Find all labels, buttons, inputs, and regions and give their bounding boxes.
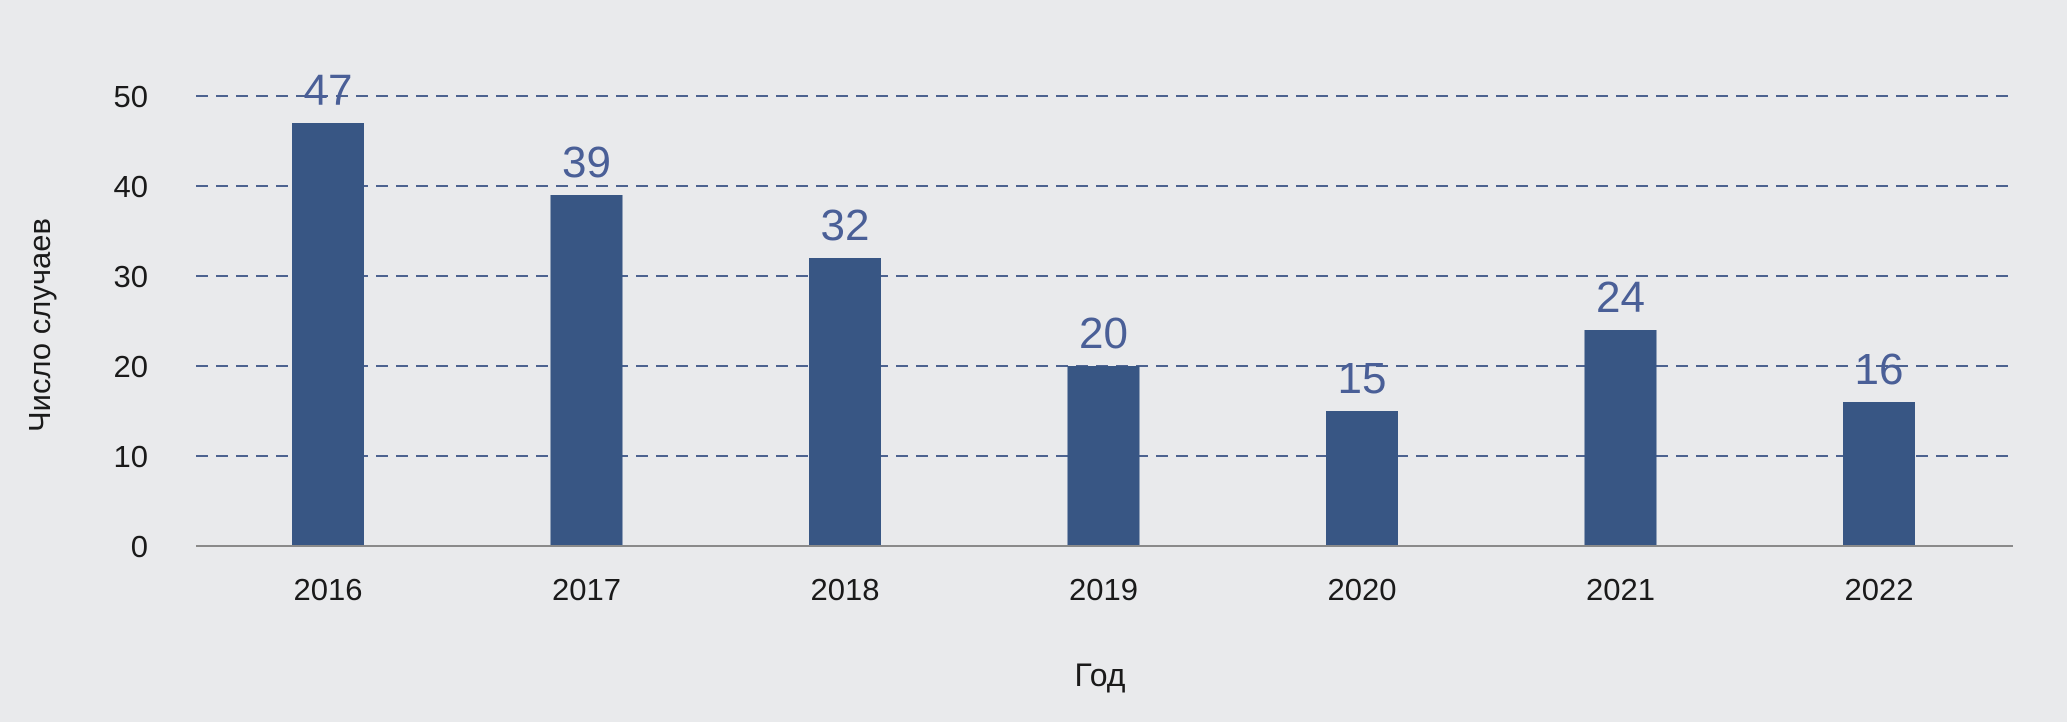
data-label: 24 <box>1596 273 1645 322</box>
bar-2019 <box>1067 366 1140 546</box>
x-tick-labels: 2016 2017 2018 2019 2020 2021 2022 <box>294 572 1914 607</box>
x-tick-label: 2019 <box>1069 572 1138 607</box>
y-tick-label: 0 <box>131 529 148 564</box>
y-axis-title: Число случаев <box>22 218 57 432</box>
x-tick-label: 2018 <box>811 572 880 607</box>
bar-2020 <box>1326 411 1398 546</box>
data-label: 39 <box>562 138 611 187</box>
x-tick-label: 2022 <box>1845 572 1914 607</box>
y-tick-label: 40 <box>114 169 148 204</box>
bar-2021 <box>1584 330 1657 546</box>
y-tick-label: 20 <box>114 349 148 384</box>
y-tick-label: 10 <box>114 439 148 474</box>
data-label: 47 <box>304 66 353 115</box>
bar-2017 <box>550 195 623 546</box>
bar-2016 <box>292 123 364 546</box>
bar-2022 <box>1843 402 1915 546</box>
x-axis-title: Год <box>1075 657 1126 693</box>
data-label: 15 <box>1338 354 1387 403</box>
bars <box>292 123 1915 546</box>
y-tick-label: 50 <box>114 79 148 114</box>
y-tick-labels: 0 10 20 30 40 50 <box>114 79 148 564</box>
x-tick-label: 2020 <box>1328 572 1397 607</box>
data-labels: 47 39 32 20 15 24 16 <box>304 66 1904 403</box>
bar-2018 <box>809 258 881 546</box>
x-tick-label: 2021 <box>1586 572 1655 607</box>
data-label: 32 <box>821 201 870 250</box>
x-tick-label: 2016 <box>294 572 363 607</box>
y-tick-label: 30 <box>114 259 148 294</box>
x-tick-label: 2017 <box>552 572 621 607</box>
data-label: 16 <box>1855 345 1904 394</box>
data-label: 20 <box>1079 309 1128 358</box>
